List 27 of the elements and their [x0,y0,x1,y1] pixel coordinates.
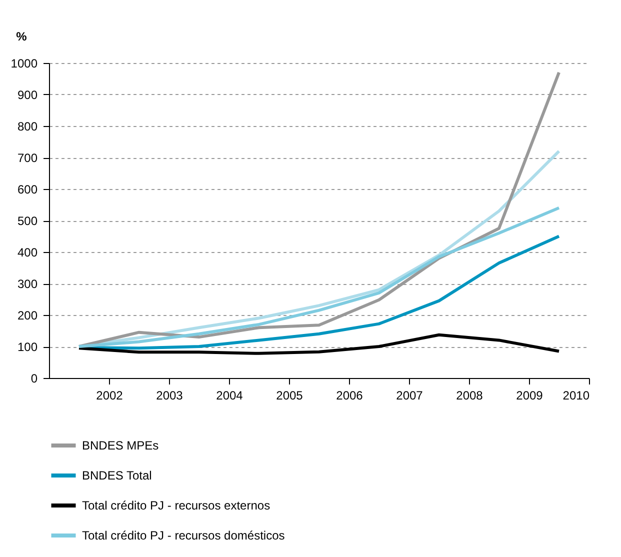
legend-label: Total crédito PJ - recursos externos [82,498,270,512]
y-tick-label: 300 [17,277,38,291]
legend-label: Total crédito PJ - recursos domésticos [82,528,285,542]
x-tick-label: 2003 [156,388,184,402]
y-tick-label: 800 [17,120,38,134]
y-tick-label: 600 [17,182,38,196]
legend-label: BNDES MPEs [82,438,159,452]
y-tick-label: 0 [30,372,38,386]
line-series [78,333,560,355]
x-tick-label: 2010 [562,388,590,402]
y-tick-label: 900 [17,88,38,102]
y-tick-label: 1000 [10,56,38,70]
x-tick-label: 2002 [96,388,124,402]
y-tick-label: 500 [17,214,38,228]
x-tick-label: 2007 [396,388,424,402]
y-tick-label: 200 [17,308,38,322]
x-tick-label: 2008 [456,388,484,402]
y-tick-label: 400 [17,246,38,260]
legend-label: BNDES Total [82,468,152,482]
line-series [78,206,560,348]
y-axis-title: % [16,30,28,44]
y-tick-label: 700 [17,151,38,165]
x-tick-label: 2006 [336,388,364,402]
x-tick-label: 2005 [276,388,304,402]
x-tick-label: 2004 [216,388,244,402]
x-tick-label: 2009 [516,388,544,402]
y-tick-label: 100 [17,340,38,354]
